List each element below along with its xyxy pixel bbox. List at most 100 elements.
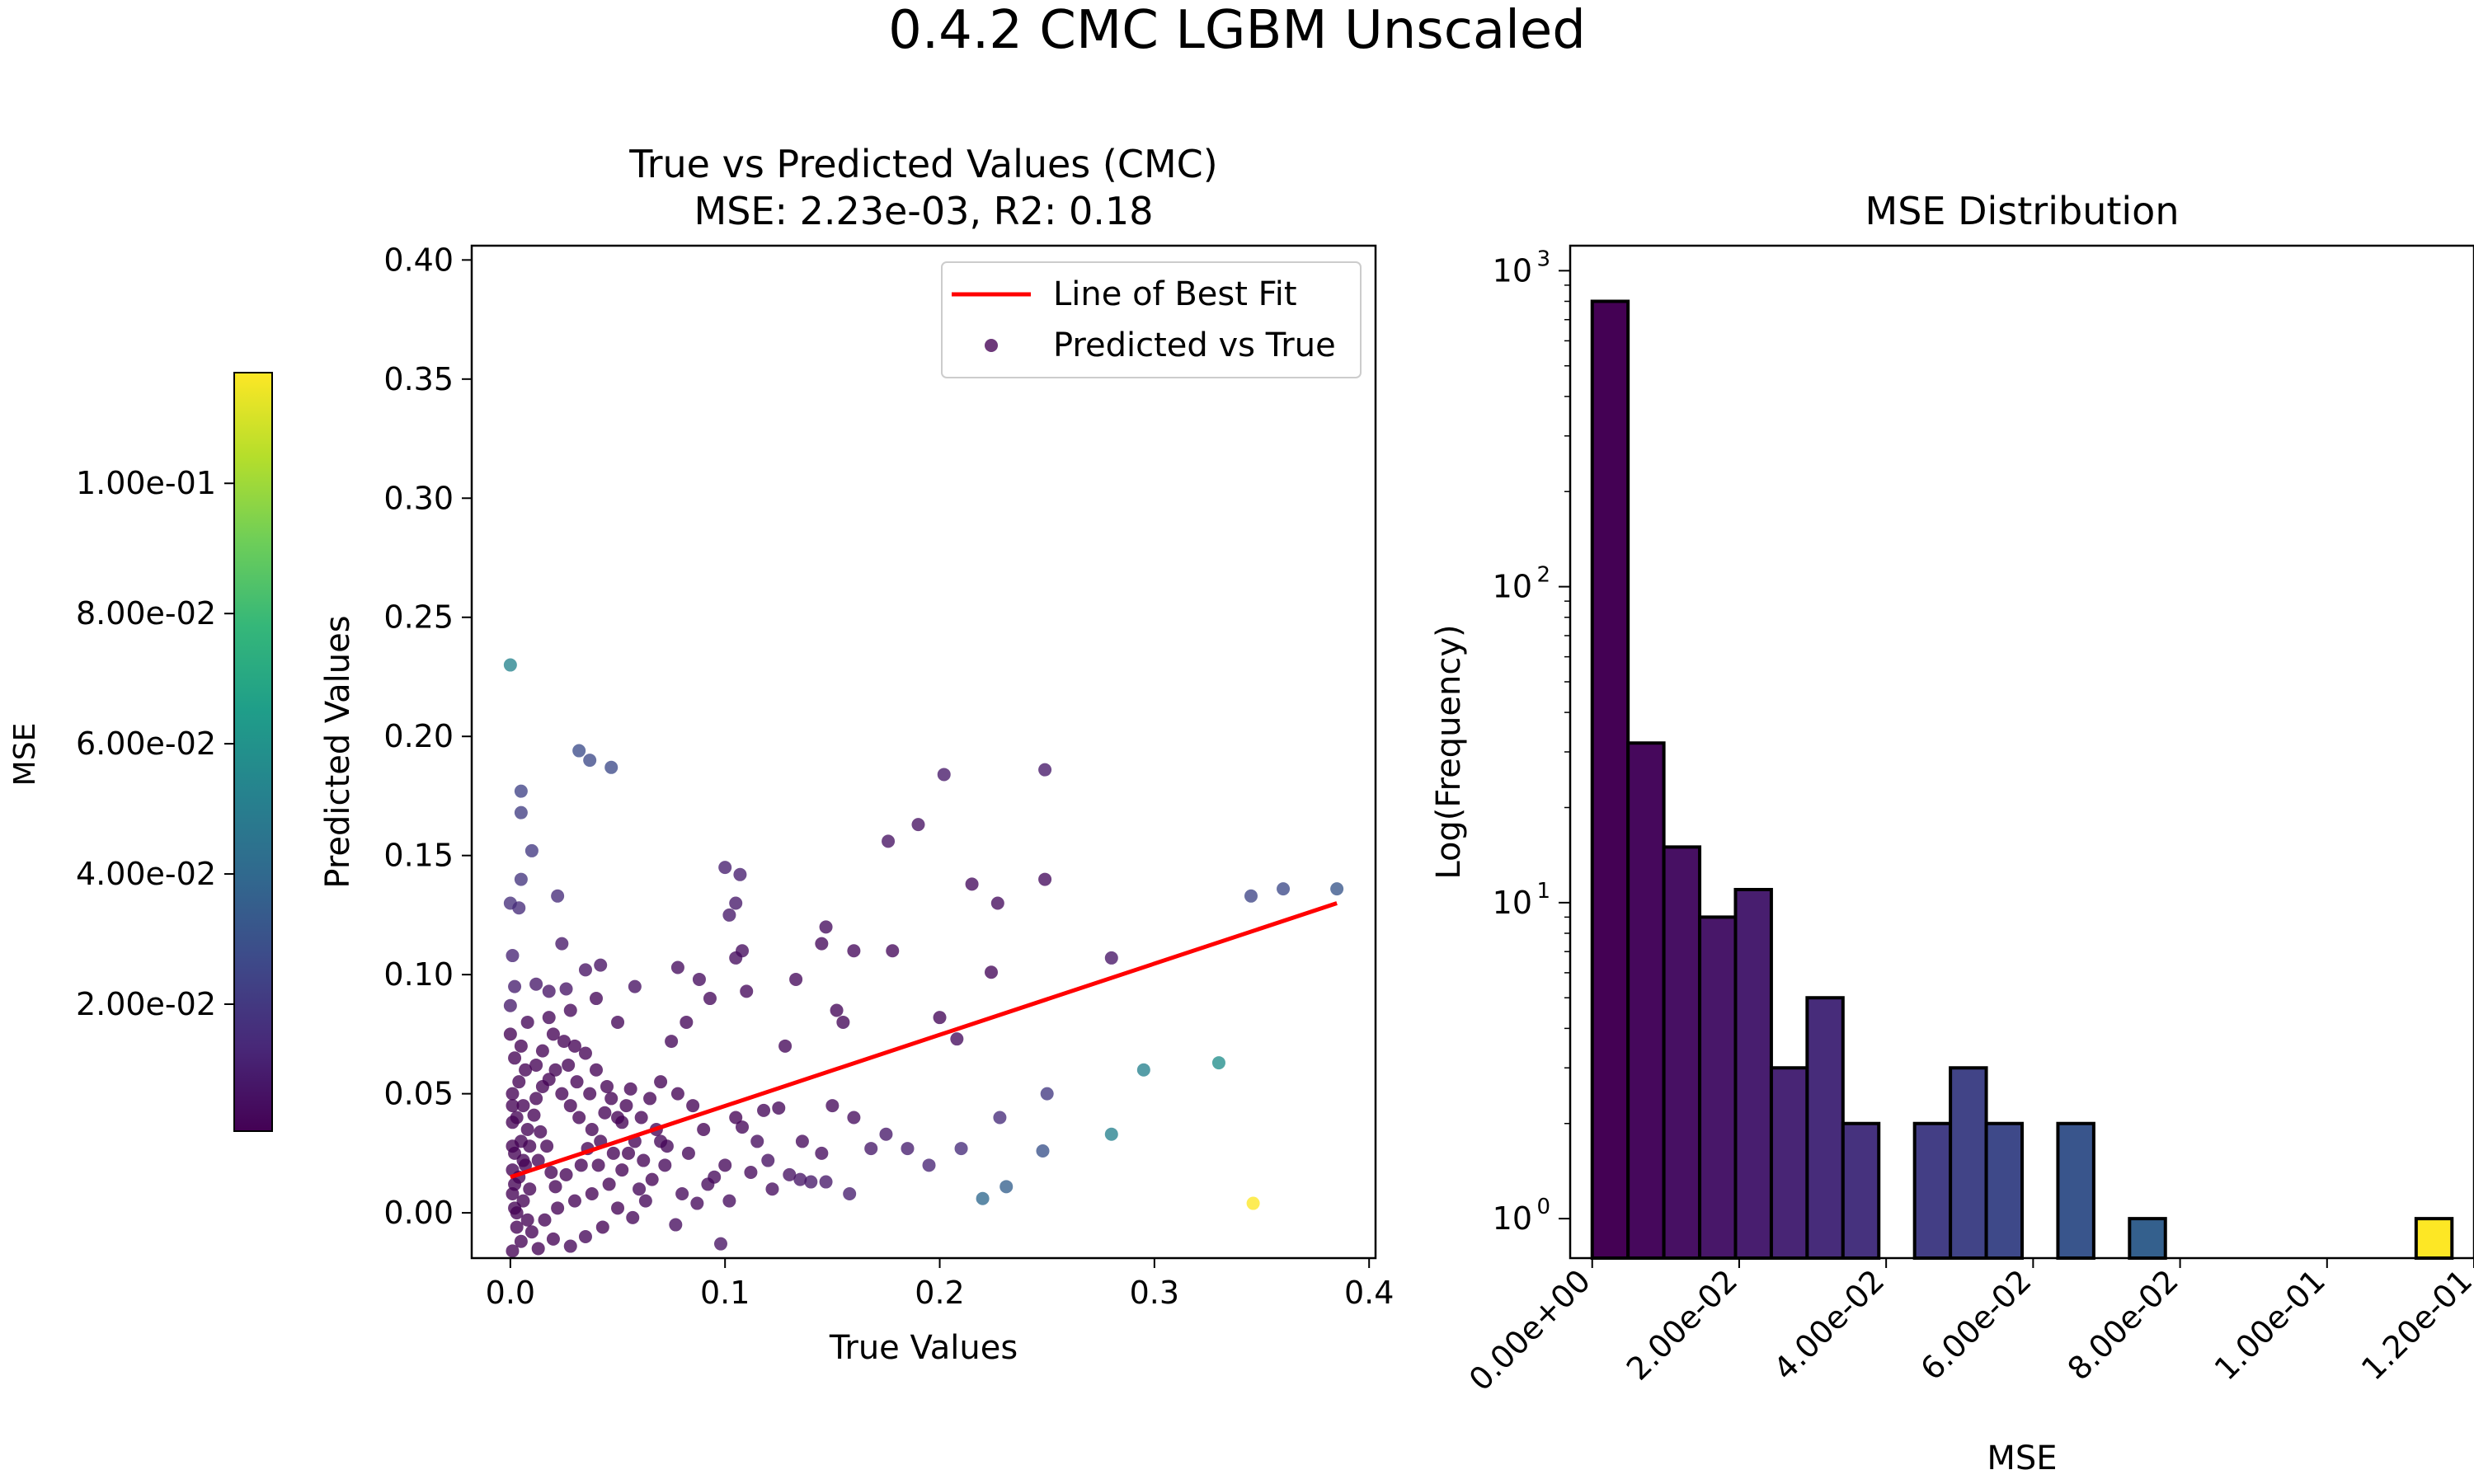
histogram-bar: [1984, 1121, 2025, 1260]
scatter-point: [514, 1234, 528, 1248]
scatter-point: [585, 1122, 599, 1136]
scatter-point: [879, 1127, 893, 1141]
colorbar-tick-label: 6.00e-02: [76, 726, 216, 762]
legend-entry-points: Predicted vs True: [1053, 326, 1336, 364]
scatter-point: [733, 867, 747, 881]
scatter-point: [681, 1146, 695, 1160]
scatter-y-tick-label: 0.20: [383, 718, 454, 754]
scatter-point: [933, 1011, 947, 1025]
scatter-point: [508, 1051, 522, 1065]
scatter-point: [757, 1103, 771, 1117]
colorbar-tick-label: 1.00e-01: [76, 465, 216, 501]
scatter-point: [520, 1213, 534, 1227]
scatter-point: [615, 1115, 629, 1129]
scatter-point: [1246, 1196, 1260, 1210]
colorbar-tick-label: 8.00e-02: [76, 595, 216, 632]
scatter-point: [598, 1106, 612, 1120]
scatter-point: [570, 1075, 584, 1089]
scatter-y-tick-label: 0.25: [383, 599, 454, 636]
scatter-point: [523, 1182, 537, 1196]
histogram-bar: [1805, 996, 1845, 1260]
scatter-point: [765, 1182, 779, 1196]
scatter-point: [578, 963, 592, 977]
line-of-best-fit: [510, 901, 1338, 1180]
scatter-point: [534, 1125, 548, 1139]
scatter-point: [542, 1011, 556, 1025]
scatter-point: [519, 1063, 533, 1077]
scatter-point: [954, 1142, 968, 1156]
scatter-point: [1136, 1063, 1150, 1077]
histogram-bar: [1698, 915, 1738, 1261]
scatter-x-axis-label: True Values: [829, 1329, 1018, 1367]
scatter-y-tick-label: 0.05: [383, 1076, 454, 1112]
scatter-point: [783, 1167, 797, 1181]
scatter-point: [645, 1172, 659, 1186]
colorbar-label: MSE: [8, 723, 42, 787]
colorbar-tick-label: 4.00e-02: [76, 856, 216, 892]
scatter-point: [595, 1220, 609, 1234]
scatter-point: [660, 1139, 674, 1153]
scatter-y-tick-label: 0.35: [383, 361, 454, 397]
histogram-x-tick-label: 6.00e-02: [1913, 1262, 2038, 1387]
scatter-x-tick-label: 0.2: [915, 1275, 964, 1311]
scatter-y-axis-label: Predicted Values: [319, 615, 357, 888]
scatter-point: [604, 1092, 618, 1106]
scatter-point: [761, 1153, 775, 1167]
scatter-point: [622, 1146, 636, 1160]
scatter-point: [602, 1177, 616, 1191]
scatter-point: [778, 1039, 793, 1053]
scatter-point: [1277, 882, 1291, 896]
histogram-y-tick-exponent: 3: [1536, 247, 1550, 271]
scatter-point: [594, 958, 608, 972]
scatter-point: [993, 1111, 1007, 1125]
scatter-point: [524, 1225, 539, 1239]
histogram-y-tick-label: 10: [1493, 1200, 1532, 1237]
scatter-point: [506, 1139, 520, 1153]
scatter-point: [1036, 1144, 1050, 1158]
scatter-point: [508, 1177, 522, 1191]
scatter-point: [744, 1165, 758, 1179]
scatter-point: [578, 1046, 592, 1060]
scatter-point: [606, 1146, 620, 1160]
histogram-plot-frame: [1569, 244, 2474, 1260]
scatter-subtitle: MSE: 2.23e-03, R2: 0.18: [694, 189, 1154, 233]
scatter-point: [638, 1194, 652, 1208]
scatter-point: [864, 1142, 878, 1156]
scatter-point: [729, 896, 743, 910]
histogram-x-tick-label: 1.20e-01: [2354, 1262, 2474, 1387]
scatter-point: [815, 937, 829, 951]
scatter-x-tick-label: 0.0: [486, 1275, 535, 1311]
scatter-point: [911, 818, 925, 832]
scatter-point: [686, 1099, 700, 1113]
histogram-y-tick-exponent: 0: [1536, 1195, 1550, 1219]
scatter-point: [600, 1079, 614, 1093]
histogram-x-tick-label: 2.00e-02: [1620, 1262, 1744, 1387]
scatter-point: [548, 1180, 562, 1194]
histogram-bar: [1949, 1066, 1988, 1261]
scatter-point: [551, 1201, 565, 1215]
legend: Line of Best Fit Predicted vs True: [941, 261, 1362, 378]
histogram-bar: [2056, 1121, 2095, 1260]
scatter-point: [572, 1111, 586, 1125]
scatter-point: [675, 1186, 689, 1200]
scatter-point: [670, 960, 684, 974]
scatter-point: [508, 979, 522, 993]
scatter-point: [815, 1146, 829, 1160]
scatter-point: [722, 1194, 736, 1208]
scatter-point: [604, 760, 618, 774]
histogram-title: MSE Distribution: [1865, 189, 2180, 233]
histogram-bar: [1769, 1066, 1809, 1261]
scatter-plot-frame: [470, 244, 1377, 1260]
scatter-point: [819, 920, 833, 934]
scatter-point: [508, 1201, 522, 1215]
scatter-point: [623, 1082, 637, 1096]
scatter-point: [1330, 882, 1344, 896]
scatter-point: [559, 1167, 573, 1181]
scatter-point: [1038, 872, 1052, 886]
scatter-point: [634, 1111, 648, 1125]
scatter-point: [611, 1201, 625, 1215]
scatter-point: [690, 1196, 704, 1210]
scatter-point: [514, 784, 528, 798]
scatter-point: [740, 984, 754, 998]
scatter-point: [520, 1015, 534, 1029]
